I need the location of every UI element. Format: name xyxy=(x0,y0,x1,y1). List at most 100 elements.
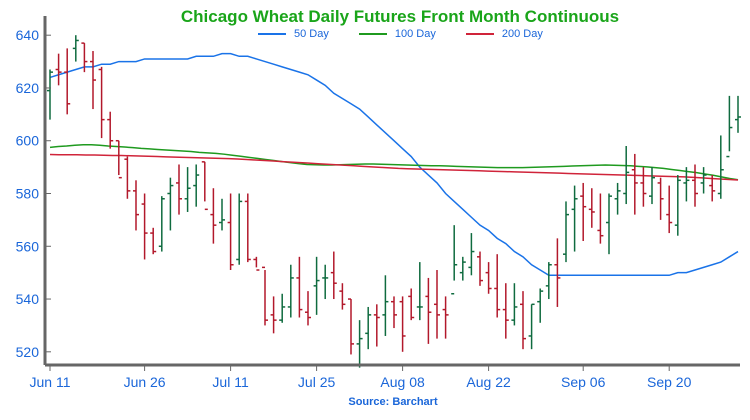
legend-swatch-100day xyxy=(358,33,387,35)
ohlc-bar xyxy=(502,283,509,339)
y-tick-label: 620 xyxy=(16,80,40,96)
ohlc-bar xyxy=(158,196,165,252)
ohlc-bar xyxy=(373,304,380,347)
ohlc-bar xyxy=(176,164,182,215)
ohlc-bar xyxy=(580,182,587,241)
legend-label-100day: 100 Day xyxy=(394,28,436,40)
ohlc-bar xyxy=(425,277,432,344)
chart-legend: 50 Day 100 Day 200 Day xyxy=(258,28,573,40)
ohlc-bar xyxy=(55,53,62,86)
x-tick-label: Jul 11 xyxy=(212,374,249,390)
x-tick-label: Jun 26 xyxy=(124,374,166,390)
ohlc-bar xyxy=(434,270,440,339)
ohlc-bar xyxy=(391,296,397,329)
x-tick-label: Aug 22 xyxy=(466,374,511,390)
ohlc-bar xyxy=(339,283,346,310)
ohlc-bar xyxy=(356,320,363,368)
y-tick-label: 540 xyxy=(16,291,40,307)
chart-title: Chicago Wheat Daily Futures Front Month … xyxy=(180,7,620,26)
ohlc-bar xyxy=(219,198,225,231)
ohlc-bar xyxy=(606,193,612,255)
ohlc-bar xyxy=(167,177,174,231)
ohlc-bar xyxy=(98,66,105,139)
y-tick-label: 560 xyxy=(16,238,40,254)
ohlc-bar xyxy=(133,180,139,231)
ohlc-bar xyxy=(107,111,114,149)
ohlc-bar xyxy=(408,288,415,321)
ohlc-bar xyxy=(717,135,724,199)
ohlc-bar xyxy=(279,293,286,323)
ohlc-bar xyxy=(640,167,647,207)
ohlc-bar xyxy=(477,251,483,286)
y-tick-label: 640 xyxy=(16,27,40,43)
x-tick-label: Sep 06 xyxy=(561,374,606,390)
ohlc-bar xyxy=(287,264,294,318)
ohlc-bar xyxy=(184,167,191,212)
ohlc-bar xyxy=(141,193,148,260)
ohlc-bar xyxy=(193,164,200,207)
ohlc-bar xyxy=(296,256,303,318)
ohlc-bar xyxy=(545,262,552,300)
ohlc-bar xyxy=(348,298,354,355)
ohlc-bar xyxy=(72,35,79,62)
x-tick-label: Jul 25 xyxy=(298,374,336,390)
ohlc-bar xyxy=(726,95,733,158)
ohlc-bar xyxy=(365,306,372,350)
chart-source: Source: Barchart xyxy=(348,396,438,408)
ohlc-bar xyxy=(322,264,329,300)
ohlc-bar xyxy=(735,95,741,133)
ohlc-bar xyxy=(150,227,157,255)
ohlc-bar xyxy=(554,238,561,307)
ohlc-bar xyxy=(399,296,406,352)
y-tick-label: 520 xyxy=(16,344,40,360)
legend-swatch-200day xyxy=(465,33,494,35)
ohlc-bar xyxy=(571,185,578,252)
ohlc-bar xyxy=(614,182,621,215)
ohlc-bar xyxy=(494,254,501,318)
ma-100day-line xyxy=(49,143,739,181)
ohlc-bar xyxy=(537,288,544,323)
ohlc-bar xyxy=(692,164,698,207)
legend-label-50day: 50 Day xyxy=(294,28,329,40)
ohlc-bar xyxy=(563,201,569,263)
ohlc-bar xyxy=(210,188,217,244)
ohlc-bar xyxy=(115,139,122,179)
ma-200day-line xyxy=(49,153,739,181)
legend-item-50day: 50 Day xyxy=(258,28,329,40)
ohlc-bar xyxy=(657,177,664,220)
legend-swatch-50day xyxy=(258,33,286,35)
ohlc-bar xyxy=(236,193,243,265)
legend-item-100day: 100 Day xyxy=(358,28,436,40)
ohlc-bar xyxy=(253,256,260,271)
ohlc-bar xyxy=(451,225,458,295)
ohlc-bar xyxy=(330,251,337,300)
ohlc-bar xyxy=(485,262,492,294)
y-tick-label: 600 xyxy=(16,133,40,149)
ohlc-bar xyxy=(313,256,320,315)
legend-item-200day: 200 Day xyxy=(465,28,543,40)
ma-50day-line xyxy=(49,52,739,277)
ohlc-bar xyxy=(709,175,716,202)
ohlc-bar xyxy=(262,266,268,326)
ohlc-bar xyxy=(588,188,595,228)
x-tick-label: Jun 11 xyxy=(30,374,71,390)
ohlc-bar xyxy=(674,175,681,236)
ohlc-bar xyxy=(631,153,638,215)
ohlc-bar xyxy=(666,185,673,234)
ohlc-bar xyxy=(305,291,311,326)
ohlc-bar xyxy=(511,283,518,326)
ohlc-bar xyxy=(201,161,208,211)
ohlc-bar xyxy=(64,48,71,115)
x-tick-label: Aug 08 xyxy=(380,374,425,390)
ohlc-bar xyxy=(649,167,655,205)
ohlc-bar xyxy=(683,167,690,202)
ohlc-bar xyxy=(528,303,535,350)
ohlc-bar xyxy=(416,262,423,321)
ohlc-bar xyxy=(227,193,234,271)
ohlc-bar xyxy=(459,256,466,281)
y-tick-label: 580 xyxy=(16,186,40,202)
ohlc-bar xyxy=(520,291,526,350)
ohlc-bar xyxy=(382,275,389,336)
ohlc-bar xyxy=(90,51,96,110)
